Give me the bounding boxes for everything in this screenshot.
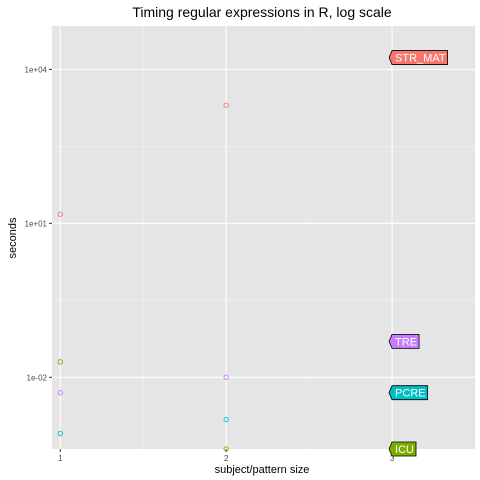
- series-end-label: TRE: [388, 333, 420, 349]
- minor-gridlines: [52, 26, 475, 449]
- x-tick-label: 2: [224, 454, 229, 463]
- data-point: [223, 102, 229, 108]
- y-tick-label: 1e+04: [25, 65, 48, 74]
- data-point: [57, 211, 63, 217]
- data-point: [57, 390, 63, 396]
- data-point: [57, 430, 63, 437]
- series-end-label-box: [388, 333, 420, 349]
- series-end-label-box: [388, 385, 429, 401]
- series-end-label-text: STR_MAT: [395, 53, 446, 65]
- chart-title: Timing regular expressions in R, log sca…: [132, 4, 392, 20]
- x-tick-label: 3: [390, 454, 395, 463]
- series-end-labels: STR_MAT TRE PCRE ICU: [388, 50, 448, 457]
- x-tick-label: 1: [58, 454, 63, 463]
- y-axis-title: seconds: [7, 217, 19, 258]
- series-end-label-text: ICU: [395, 444, 414, 456]
- data-point: [223, 446, 229, 452]
- y-tick-label: 1e+01: [25, 219, 48, 228]
- data-point: [223, 416, 229, 423]
- y-tick-label: 1e-02: [27, 373, 48, 382]
- series-end-label: STR_MAT: [388, 50, 448, 65]
- data-point: [223, 374, 229, 380]
- series-end-label-text: TRE: [395, 336, 417, 348]
- series-end-label: PCRE: [388, 385, 429, 401]
- series-end-label: ICU: [388, 441, 417, 457]
- x-axis-title: subject/pattern size: [215, 464, 310, 476]
- series-end-label-box: [388, 441, 417, 457]
- y-axis-ticks: 1e-02 1e+01 1e+04: [25, 65, 52, 382]
- data-point: [57, 359, 63, 365]
- series-end-label-text: PCRE: [395, 388, 426, 400]
- series-end-label-box: [388, 50, 448, 65]
- plot-panel: [52, 26, 475, 449]
- major-gridlines: [52, 26, 475, 449]
